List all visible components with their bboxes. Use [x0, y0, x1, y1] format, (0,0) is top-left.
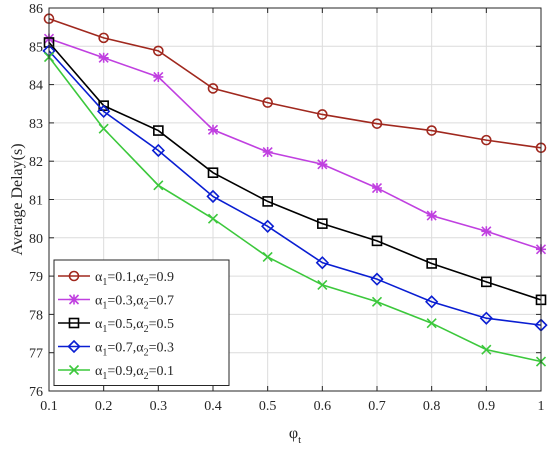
x-tick-label: 0.1	[40, 399, 58, 414]
square-marker	[317, 218, 328, 229]
circle-marker	[207, 83, 219, 94]
y-tick-label: 85	[29, 40, 43, 55]
square-marker	[371, 235, 383, 247]
legend: α1=0.1,α2=0.9 α1=0.3,α2=0.7 α1=0.5,α2=0.5 α…	[53, 259, 230, 386]
legend-label: α1=0.1,α2=0.9	[95, 270, 174, 288]
y-tick-label: 76	[29, 385, 43, 400]
series-line	[48, 17, 542, 149]
legend-label: α1=0.5,α2=0.5	[95, 317, 174, 335]
x-marker	[481, 344, 492, 355]
legend-label: α1=0.7,α2=0.3	[95, 341, 174, 359]
y-axis-ticks: 76 77 78 79 80 81 82 83 84 85 86	[29, 2, 541, 400]
series-line	[48, 37, 542, 251]
series-line	[48, 41, 542, 301]
y-tick-label: 78	[29, 308, 43, 323]
x-marker	[371, 296, 383, 307]
x-marker	[426, 318, 437, 329]
asterisk-marker	[426, 210, 437, 221]
asterisk-marker	[68, 294, 80, 305]
x-tick-label: 0.2	[95, 399, 113, 414]
legend-item: α1=0.1,α2=0.9	[58, 270, 174, 288]
circle-marker	[98, 32, 109, 44]
x-tick-label: 0.3	[150, 399, 168, 414]
legend-item: α1=0.3,α2=0.7	[58, 294, 174, 312]
x-tick-label: 0.7	[368, 399, 386, 414]
x-axis-label: φt	[289, 425, 301, 446]
asterisk-marker	[317, 159, 328, 170]
y-tick-label: 84	[29, 79, 43, 94]
circle-marker	[317, 109, 328, 120]
series-line	[48, 56, 542, 363]
y-tick-label: 77	[29, 347, 43, 362]
circle-marker	[426, 125, 437, 136]
asterisk-marker	[262, 146, 273, 158]
y-tick-label: 86	[29, 2, 43, 17]
x-tick-label: 0.8	[423, 399, 441, 414]
legend-label: α1=0.3,α2=0.7	[95, 294, 174, 312]
diamond-marker	[479, 311, 493, 325]
square-marker	[68, 317, 80, 329]
x-axis-label-subscript: t	[298, 434, 301, 446]
x-tick-label: 1	[538, 399, 545, 414]
circle-marker	[262, 97, 273, 108]
x-marker	[262, 251, 273, 263]
y-tick-label: 80	[29, 232, 43, 247]
y-tick-label: 79	[29, 270, 43, 285]
x-marker	[207, 213, 219, 224]
diamond-marker	[206, 189, 220, 204]
diamond-marker	[67, 339, 81, 354]
circle-marker	[481, 134, 492, 146]
legend-item: α1=0.9,α2=0.1	[58, 364, 174, 382]
diamond-marker	[261, 219, 275, 233]
series-line	[48, 50, 542, 326]
square-marker	[153, 125, 164, 136]
y-tick-label: 81	[29, 194, 43, 209]
asterisk-marker	[98, 52, 109, 63]
asterisk-marker	[481, 226, 492, 237]
x-axis-label-main: φ	[289, 425, 298, 442]
asterisk-marker	[371, 182, 383, 194]
circle-marker	[68, 270, 80, 282]
x-marker	[68, 364, 80, 376]
diamond-marker	[97, 104, 111, 119]
x-marker	[153, 180, 164, 191]
x-tick-label: 0.9	[478, 399, 496, 414]
square-marker	[481, 276, 492, 288]
legend-label: α1=0.9,α2=0.1	[95, 364, 174, 382]
x-tick-label: 0.6	[314, 399, 332, 414]
series-circle	[43, 13, 547, 154]
y-tick-label: 82	[29, 155, 43, 170]
x-axis-ticks: 0.1 0.2 0.3 0.4 0.5 0.6 0.7 0.8 0.9 1	[40, 8, 545, 414]
y-tick-label: 83	[29, 117, 43, 132]
diamond-marker	[425, 295, 439, 309]
series-x	[43, 51, 547, 367]
square-marker	[262, 196, 273, 207]
diamond-marker	[370, 272, 384, 286]
x-tick-label: 0.4	[204, 399, 222, 414]
square-marker	[426, 258, 437, 269]
x-marker	[98, 123, 109, 134]
circle-marker	[153, 45, 164, 57]
asterisk-marker	[153, 71, 164, 83]
y-axis-label: Average Delay(s)	[9, 143, 26, 255]
series-square	[43, 37, 547, 306]
diamond-marker	[151, 143, 165, 158]
x-marker	[317, 279, 328, 290]
circle-marker	[371, 118, 383, 129]
square-marker	[207, 167, 219, 178]
x-tick-label: 0.5	[259, 399, 277, 414]
legend-item: α1=0.5,α2=0.5	[58, 317, 174, 335]
legend-item: α1=0.7,α2=0.3	[58, 339, 174, 359]
asterisk-marker	[207, 124, 219, 135]
diamond-marker	[315, 256, 329, 270]
